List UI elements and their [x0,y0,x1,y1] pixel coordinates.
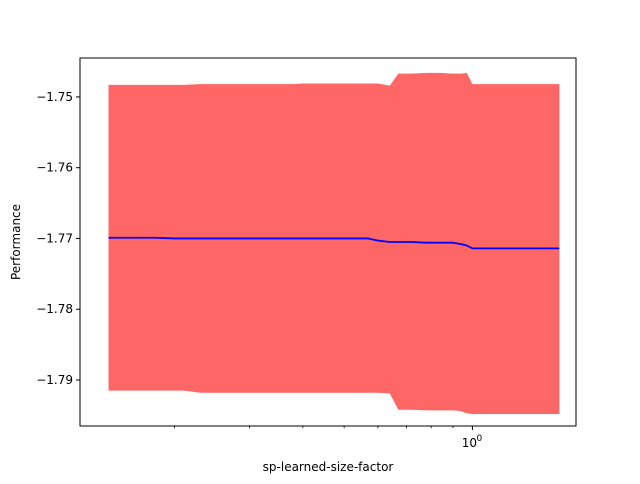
y-tick-label: −1.78 [36,302,73,316]
x-tick-label: 10 [462,436,477,450]
plot-layer [108,72,560,414]
x-axis: 10 0 [174,426,483,450]
y-tick-label: −1.79 [36,373,73,387]
y-tick-label: −1.77 [36,231,73,245]
confidence-band [108,72,560,414]
performance-line [108,236,560,250]
x-tick-label-exponent: 0 [477,434,483,444]
y-axis-label: Performance [9,204,23,280]
x-axis-label: sp-learned-size-factor [263,460,394,474]
y-tick-label: −1.75 [36,90,73,104]
plot-frame [79,57,577,427]
y-axis: −1.75 −1.76 −1.77 −1.78 −1.79 [36,90,80,387]
y-tick-label: −1.76 [36,161,73,175]
